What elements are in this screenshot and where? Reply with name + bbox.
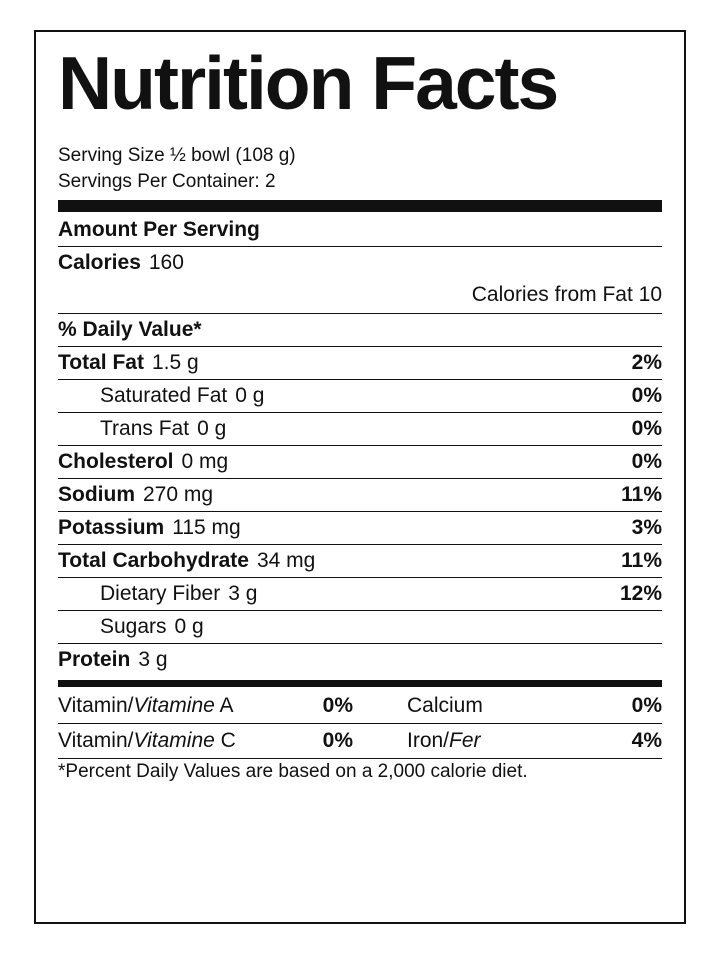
vitamin-row-2: Vitamin/Vitamine C 0% Iron/Fer 4% [58,724,662,758]
calcium-label: Calcium [367,694,618,718]
sugars-label: Sugars [100,615,167,639]
iron-pct: 4% [632,729,662,753]
calories-from-fat-row: Calories from Fat 10 [58,279,662,313]
potassium-row: Potassium 115 mg 3% [58,512,662,544]
sat-fat-label: Saturated Fat [100,384,227,408]
trans-fat-pct: 0% [632,417,662,441]
trans-fat-label: Trans Fat [100,417,189,441]
potassium-value: 115 mg [172,516,241,540]
vitamin-c-label: Vitamin/Vitamine C [58,729,309,753]
medium-divider [58,680,662,687]
carb-value: 34 mg [257,549,315,573]
calories-label: Calories [58,251,141,275]
trans-fat-row: Trans Fat 0 g 0% [58,413,662,445]
fiber-row: Dietary Fiber 3 g 12% [58,578,662,610]
carb-row: Total Carbohydrate 34 mg 11% [58,545,662,577]
amount-per-serving-heading: Amount Per Serving [58,214,662,246]
nutrition-panel: Nutrition Facts Serving Size ½ bowl (108… [34,30,686,924]
footnote: *Percent Daily Values are based on a 2,0… [58,759,662,783]
sodium-value: 270 mg [143,483,213,507]
cholesterol-label: Cholesterol [58,450,174,474]
sat-fat-pct: 0% [632,384,662,408]
calories-row: Calories 160 [58,247,662,279]
sugars-value: 0 g [175,615,204,639]
fiber-pct: 12% [620,582,662,606]
sat-fat-value: 0 g [235,384,264,408]
dv-heading: % Daily Value* [58,314,662,346]
thick-divider [58,200,662,212]
serving-size-label: Serving Size [58,145,165,166]
carb-pct: 11% [621,549,662,573]
potassium-label: Potassium [58,516,164,540]
cholesterol-value: 0 mg [182,450,229,474]
potassium-pct: 3% [632,516,662,540]
total-fat-label: Total Fat [58,351,144,375]
serving-size-value: ½ bowl (108 g) [170,145,296,166]
cholesterol-row: Cholesterol 0 mg 0% [58,446,662,478]
serving-block: Serving Size ½ bowl (108 g) Servings Per… [58,143,662,194]
sodium-row: Sodium 270 mg 11% [58,479,662,511]
total-fat-value: 1.5 g [152,351,199,375]
protein-label: Protein [58,648,130,672]
iron-label: Iron/Fer [367,729,618,753]
vitamin-c-pct: 0% [323,729,353,753]
servings-per-container-label: Servings Per Container: [58,171,260,192]
calcium-pct: 0% [632,694,662,718]
trans-fat-value: 0 g [197,417,226,441]
sodium-label: Sodium [58,483,135,507]
carb-label: Total Carbohydrate [58,549,249,573]
sodium-pct: 11% [621,483,662,507]
protein-value: 3 g [138,648,167,672]
total-fat-row: Total Fat 1.5 g 2% [58,347,662,379]
panel-title: Nutrition Facts [58,46,662,121]
sugars-row: Sugars 0 g [58,611,662,643]
vitamin-a-label: Vitamin/Vitamine A [58,694,309,718]
fiber-label: Dietary Fiber [100,582,220,606]
calories-from-fat-label: Calories from Fat [472,283,633,307]
calories-from-fat-value: 10 [639,283,662,307]
total-fat-pct: 2% [632,351,662,375]
vitamin-row-1: Vitamin/Vitamine A 0% Calcium 0% [58,689,662,723]
vitamin-a-pct: 0% [323,694,353,718]
calories-value: 160 [149,251,184,275]
sat-fat-row: Saturated Fat 0 g 0% [58,380,662,412]
protein-row: Protein 3 g [58,644,662,676]
cholesterol-pct: 0% [632,450,662,474]
fiber-value: 3 g [228,582,257,606]
servings-per-container-value: 2 [265,171,276,192]
